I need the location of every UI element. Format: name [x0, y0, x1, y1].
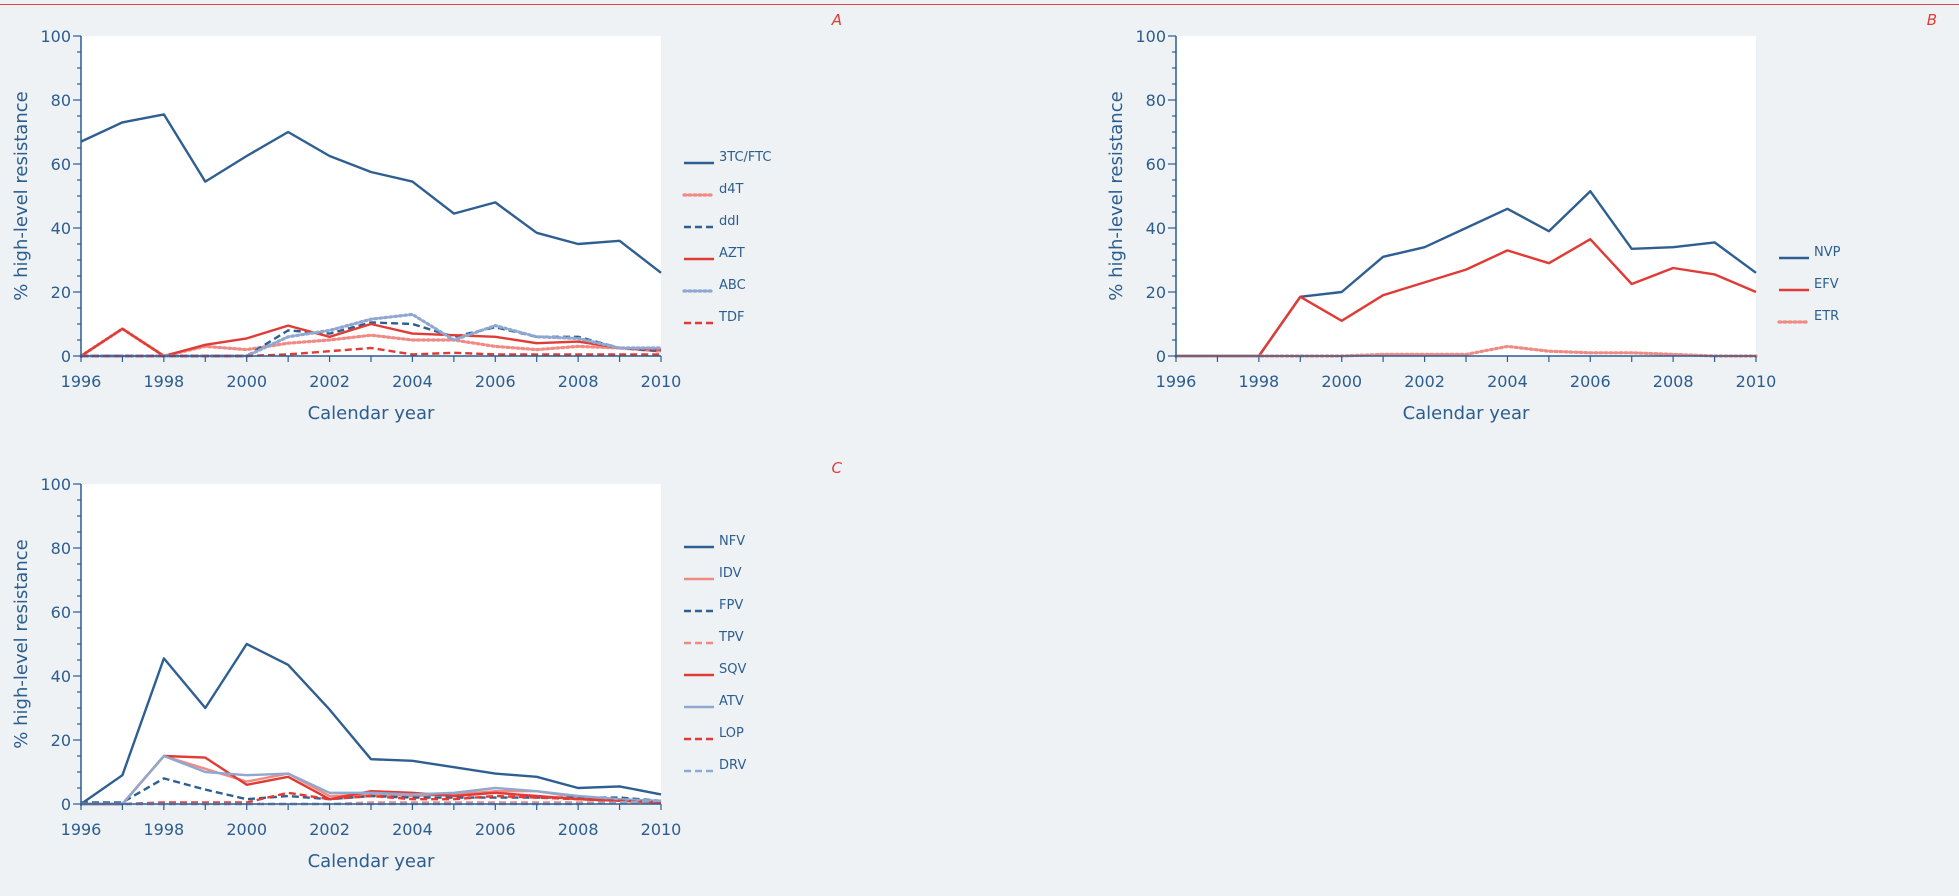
series-line-tpv — [81, 801, 661, 806]
legend-label: NFV — [719, 534, 745, 549]
panel-letter: C — [832, 459, 843, 477]
legend-label: FPV — [719, 598, 743, 613]
panel-letter: B — [1927, 11, 1937, 29]
x-tick-label: 2002 — [309, 820, 350, 839]
y-axis-title: % high-level resistance — [1106, 91, 1127, 300]
x-tick-label: 2006 — [475, 820, 516, 839]
legend-label: LOP — [719, 726, 744, 741]
legend-label: TDF — [718, 310, 744, 325]
top-rule — [0, 4, 1959, 5]
y-tick-label: 60 — [1146, 155, 1166, 174]
y-axis-title: % high-level resistance — [11, 91, 32, 300]
series-line-3tc-ftc — [80, 113, 662, 274]
x-tick-label: 2010 — [1736, 372, 1777, 391]
y-tick-label: 100 — [40, 475, 71, 494]
x-tick-label: 1996 — [61, 372, 102, 391]
legend-label: ddI — [719, 214, 739, 229]
series-line-lop — [81, 791, 662, 806]
y-tick-label: 40 — [1146, 219, 1166, 238]
y-tick-label: 40 — [51, 667, 71, 686]
x-tick-label: 2002 — [309, 372, 350, 391]
legend-label: ETR — [1814, 309, 1839, 324]
y-tick-label: 80 — [1146, 91, 1166, 110]
x-tick-label: 2004 — [1487, 372, 1528, 391]
x-tick-label: 2000 — [226, 820, 267, 839]
y-tick-label: 0 — [1156, 347, 1166, 366]
y-tick-label: 40 — [51, 219, 71, 238]
series-line-atv — [81, 754, 662, 806]
plot-area — [81, 484, 661, 804]
x-tick-label: 1996 — [61, 820, 102, 839]
plot-area — [81, 36, 661, 356]
x-tick-label: 2004 — [392, 372, 433, 391]
series-line-efv — [1176, 237, 1757, 358]
legend-label: AZT — [719, 246, 745, 261]
legend-label: EFV — [1814, 277, 1839, 292]
x-axis-title: Calendar year — [308, 403, 435, 424]
x-tick-label: 2008 — [558, 372, 599, 391]
legend-label: IDV — [719, 566, 742, 581]
x-tick-label: 2008 — [558, 820, 599, 839]
x-axis-title: Calendar year — [1403, 403, 1530, 424]
y-axis-title: % high-level resistance — [11, 539, 32, 748]
x-tick-label: 2010 — [641, 372, 682, 391]
x-tick-label: 1998 — [143, 372, 184, 391]
legend-label: ABC — [719, 278, 746, 293]
chart-panel-a: A 0 20 40 60 80 100 1996 1998 2000 2002 2004 2006 200… — [11, 11, 842, 424]
y-tick-label: 20 — [51, 731, 71, 750]
y-tick-label: 20 — [1146, 283, 1166, 302]
legend-label: TPV — [718, 630, 744, 645]
x-tick-label: 2000 — [226, 372, 267, 391]
y-tick-label: 60 — [51, 603, 71, 622]
legend-label: DRV — [719, 758, 746, 773]
chart-panel-c: C 0 20 40 60 80 100 1996 1998 2000 2002 2004 2006 200… — [11, 459, 843, 872]
x-tick-label: 1996 — [1156, 372, 1197, 391]
y-tick-label: 80 — [51, 539, 71, 558]
y-tick-label: 20 — [51, 283, 71, 302]
y-tick-label: 80 — [51, 91, 71, 110]
legend-label: ATV — [719, 694, 744, 709]
y-tick-label: 0 — [61, 795, 71, 814]
legend-label: SQV — [719, 662, 746, 677]
series-line-nfv — [80, 642, 662, 805]
x-tick-label: 2004 — [392, 820, 433, 839]
y-tick-label: 100 — [40, 27, 71, 46]
series-line-tdf — [81, 346, 661, 358]
legend: NFV IDV FPV TPV SQV ATV LOP DRV — [684, 534, 746, 773]
legend-label: NVP — [1814, 245, 1841, 260]
legend: NVP EFV ETR — [1777, 245, 1841, 324]
legend-label: 3TC/FTC — [719, 150, 771, 165]
x-tick-label: 1998 — [143, 820, 184, 839]
x-tick-label: 2010 — [641, 820, 682, 839]
y-tick-label: 100 — [1135, 27, 1166, 46]
x-tick-label: 2008 — [1653, 372, 1694, 391]
x-tick-label: 1998 — [1238, 372, 1279, 391]
y-tick-label: 0 — [61, 347, 71, 366]
y-tick-label: 60 — [51, 155, 71, 174]
x-tick-label: 2006 — [1570, 372, 1611, 391]
chart-panel-b: B 0 20 40 60 80 100 1996 1998 2000 2002 2004 2006 200… — [1106, 11, 1937, 424]
x-tick-label: 2000 — [1321, 372, 1362, 391]
x-tick-label: 2002 — [1404, 372, 1445, 391]
series-line-azt — [80, 322, 662, 358]
legend-label: d4T — [719, 182, 744, 197]
x-axis-title: Calendar year — [308, 851, 435, 872]
plot-area — [1176, 36, 1756, 356]
legend: 3TC/FTC d4T ddI AZT ABC TDF — [682, 150, 771, 325]
panel-letter: A — [831, 11, 842, 29]
x-tick-label: 2006 — [475, 372, 516, 391]
